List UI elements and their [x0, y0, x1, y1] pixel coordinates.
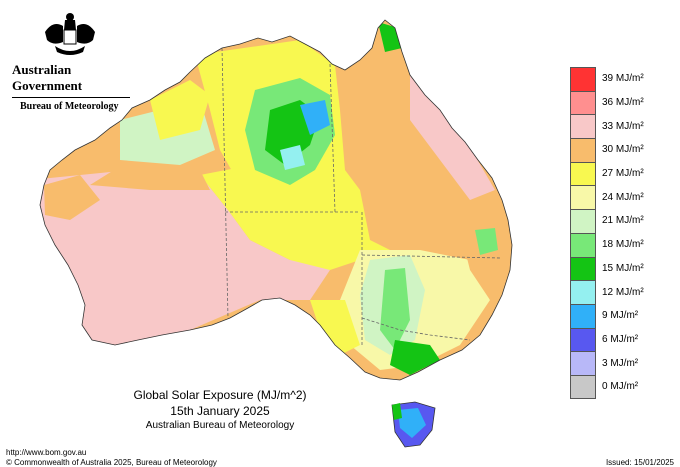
legend-label: 27 MJ/m²: [602, 168, 644, 180]
legend-row: 24 MJ/m²: [570, 185, 644, 210]
legend-row: 33 MJ/m²: [570, 114, 644, 139]
legend-row: 0 MJ/m²: [570, 374, 644, 399]
legend-row: 9 MJ/m²: [570, 303, 644, 328]
legend-label: 36 MJ/m²: [602, 97, 644, 109]
legend-swatch: [570, 161, 596, 186]
map-title: Global Solar Exposure (MJ/m^2): [133, 388, 307, 402]
legend-label: 3 MJ/m²: [602, 357, 639, 369]
legend-swatch: [570, 185, 596, 210]
legend-swatch: [570, 232, 596, 257]
legend-swatch: [570, 374, 596, 399]
copyright-text: © Commonwealth of Australia 2025, Bureau…: [6, 458, 217, 467]
map-title-block: Global Solar Exposure (MJ/m^2) 15th Janu…: [120, 388, 320, 431]
legend-row: 39 MJ/m²: [570, 67, 644, 91]
legend-swatch: [570, 256, 596, 281]
legend-row: 36 MJ/m²: [570, 90, 644, 115]
color-legend: 39 MJ/m² 36 MJ/m² 33 MJ/m² 30 MJ/m² 27 MJ/m²…: [570, 67, 644, 399]
legend-row: 15 MJ/m²: [570, 256, 644, 281]
legend-swatch: [570, 90, 596, 115]
legend-swatch: [570, 351, 596, 375]
legend-swatch: [570, 138, 596, 162]
legend-swatch: [570, 67, 596, 91]
legend-label: 24 MJ/m²: [602, 191, 644, 203]
legend-swatch: [570, 303, 596, 328]
legend-swatch: [570, 280, 596, 304]
source-url[interactable]: http://www.bom.gov.au: [6, 448, 87, 457]
legend-label: 30 MJ/m²: [602, 144, 644, 156]
legend-label: 21 MJ/m²: [602, 215, 644, 227]
logo-divider: [12, 97, 130, 98]
legend-row: 21 MJ/m²: [570, 209, 644, 233]
legend-label: 12 MJ/m²: [602, 286, 644, 298]
government-title: Australian Government: [12, 62, 83, 93]
map-agency: Australian Bureau of Meteorology: [145, 420, 295, 431]
legend-swatch: [570, 327, 596, 352]
state-borders: [221, 47, 501, 345]
legend-row: 30 MJ/m²: [570, 138, 644, 162]
issued-date: Issued: 15/01/2025: [605, 458, 674, 467]
tasmania: [391, 401, 436, 448]
government-logo: Australian Government Bureau of Meteorol…: [10, 12, 130, 112]
legend-swatch: [570, 114, 596, 139]
legend-row: 12 MJ/m²: [570, 280, 644, 304]
legend-label: 18 MJ/m²: [602, 239, 644, 251]
mainland-outline: [39, 19, 513, 381]
legend-label: 0 MJ/m²: [602, 381, 639, 393]
legend-label: 15 MJ/m²: [602, 262, 644, 274]
legend-label: 9 MJ/m²: [602, 310, 639, 322]
legend-label: 6 MJ/m²: [602, 333, 639, 345]
legend-row: 6 MJ/m²: [570, 327, 644, 352]
map-date: 15th January 2025: [170, 404, 270, 418]
bureau-title: Bureau of Meteorology: [20, 101, 119, 112]
coat-of-arms-icon: [45, 13, 95, 55]
legend-label: 39 MJ/m²: [602, 73, 644, 85]
legend-row: 27 MJ/m²: [570, 161, 644, 186]
legend-row: 18 MJ/m²: [570, 232, 644, 257]
legend-label: 33 MJ/m²: [602, 120, 644, 132]
legend-row: 3 MJ/m²: [570, 351, 644, 375]
legend-swatch: [570, 209, 596, 233]
